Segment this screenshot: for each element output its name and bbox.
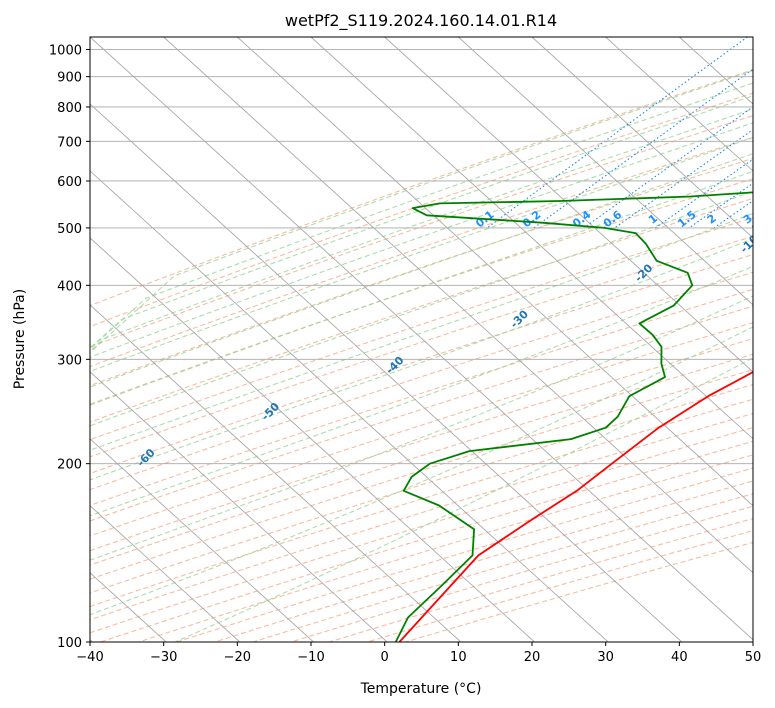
temperature-profile <box>398 370 753 642</box>
x-tick-label: 20 <box>524 650 541 665</box>
y-tick-label: 900 <box>57 71 82 86</box>
dry-adiabat <box>90 235 753 458</box>
isotherm-label: -10 <box>738 232 761 255</box>
isotherm-line <box>310 37 753 440</box>
isotherm-line <box>90 505 241 642</box>
dewpoint-profile <box>394 191 753 642</box>
isotherm-line <box>90 103 683 642</box>
plot-frame <box>89 36 754 643</box>
dry-adiabat <box>90 305 753 522</box>
y-tick-label: 200 <box>57 458 82 473</box>
dry-adiabat <box>90 369 753 580</box>
x-tick-label: 50 <box>745 650 762 665</box>
dry-adiabat <box>90 383 753 594</box>
y-tick-label: 800 <box>57 101 82 116</box>
dry-adiabat <box>90 253 753 475</box>
y-axis-label: Pressure (hPa) <box>12 289 28 389</box>
isotherm-label: -70 <box>10 492 33 515</box>
y-tick-label: 300 <box>57 353 82 368</box>
isotherm-line <box>90 371 388 642</box>
isotherm-line <box>90 438 314 642</box>
y-tick-label: 400 <box>57 279 82 294</box>
mixing-ratio-line <box>749 225 753 229</box>
chart-title: wetPf2_S119.2024.160.14.01.R14 <box>285 11 557 31</box>
dry-adiabat <box>90 271 753 491</box>
moist-adiabat <box>90 295 753 561</box>
dry-adiabat <box>90 412 753 621</box>
dry-adiabat <box>90 426 753 634</box>
x-tick-label: 10 <box>450 650 467 665</box>
dry-adiabat <box>90 92 753 328</box>
isotherm-line <box>90 304 462 642</box>
x-tick-label: 30 <box>597 650 614 665</box>
isotherm-label: -30 <box>508 307 531 330</box>
y-tick-label: 600 <box>57 175 82 190</box>
moist-adiabat <box>90 122 753 358</box>
moist-adiabat <box>90 170 753 406</box>
dry-adiabat <box>252 493 753 642</box>
isotherm-label: -60 <box>134 446 157 469</box>
dry-adiabat <box>90 353 753 566</box>
moist-adiabat <box>90 326 753 616</box>
mixing-ratio-line <box>654 158 753 229</box>
mixing-ratio-line <box>486 37 749 229</box>
isotherm-line <box>163 37 753 574</box>
dry-adiabat <box>176 467 753 642</box>
dry-adiabat <box>90 322 753 537</box>
isotherm-line <box>605 37 753 172</box>
mixing-ratio-label: 2 <box>705 212 719 227</box>
dry-adiabat <box>90 288 753 507</box>
x-tick-label: 0 <box>381 650 389 665</box>
x-axis-label: Temperature (°C) <box>360 681 482 697</box>
moist-adiabat <box>174 357 753 642</box>
moist-adiabat <box>90 136 753 373</box>
isotherm-line <box>679 37 753 105</box>
x-tick-label: −40 <box>76 650 103 665</box>
y-tick-label: 500 <box>57 222 82 237</box>
isotherm-line <box>90 37 753 641</box>
mixing-ratio-label: 0.6 <box>601 208 625 230</box>
isotherm-line <box>237 37 753 507</box>
dry-adiabat <box>90 338 753 552</box>
x-tick-label: −20 <box>224 650 251 665</box>
isotherm-line <box>531 37 753 239</box>
y-tick-label: 700 <box>57 135 82 150</box>
dry-adiabat <box>90 114 753 348</box>
x-tick-label: 40 <box>671 650 688 665</box>
dry-adiabat <box>90 157 753 387</box>
mixing-ratio-line <box>713 200 753 229</box>
y-tick-label: 100 <box>57 636 82 651</box>
x-tick-label: −30 <box>150 650 177 665</box>
mixing-ratio-line <box>583 106 753 229</box>
x-tick-label: −10 <box>297 650 324 665</box>
dry-adiabat <box>90 217 753 441</box>
mixing-ratio-label: 4 <box>767 211 775 226</box>
isotherm-line <box>90 237 535 642</box>
isotherm-line <box>752 37 753 38</box>
isotherm-line <box>458 37 753 306</box>
isotherm-label: -50 <box>259 400 282 423</box>
y-tick-label: 1000 <box>49 44 82 59</box>
isotherm-line <box>384 37 753 373</box>
isotherm-line <box>90 170 609 642</box>
moist-adiabat <box>90 237 753 481</box>
